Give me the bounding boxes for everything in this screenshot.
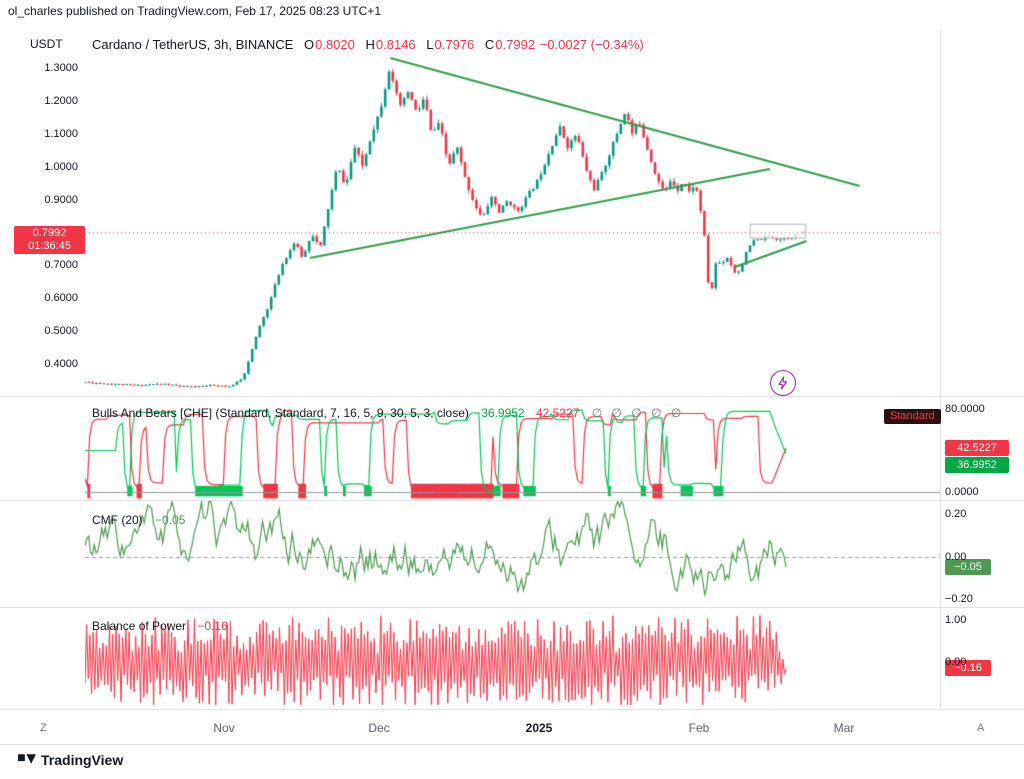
cmf-legend: CMF (20) −0.05 — [92, 513, 185, 527]
axis-tick-label: 1.1000 — [44, 127, 78, 140]
panel-divider — [0, 744, 1024, 745]
standard-mode-badge: Standard — [884, 409, 941, 424]
bar-countdown: 01:36:45 — [28, 239, 71, 252]
panel-divider — [0, 396, 1024, 397]
tradingview-brand-text[interactable]: TradingView — [41, 752, 124, 768]
axis-tick-label: 1.0000 — [44, 160, 78, 173]
axis-tick-label: 1.3000 — [44, 61, 78, 74]
bulls-bears-title[interactable]: Bulls And Bears [CHE] (Standard, Standar… — [92, 406, 469, 420]
axis-tick-label: 0.7000 — [44, 259, 78, 272]
time-axis-label: Mar — [833, 721, 855, 735]
time-axis-left-letter: Z — [40, 722, 47, 734]
price-chart-canvas[interactable] — [85, 30, 940, 397]
axis-tick-label: 0.00 — [945, 550, 967, 563]
bulls-bears-legend: Bulls And Bears [CHE] (Standard, Standar… — [92, 406, 684, 420]
axis-tick-label: 80.0000 — [945, 402, 985, 415]
balance-of-power-canvas[interactable] — [85, 608, 940, 709]
time-axis-label: Dec — [368, 721, 390, 735]
lightning-bolt-button[interactable] — [770, 370, 796, 396]
axis-tick-label: 0.5000 — [44, 325, 78, 338]
bears-axis-badge: 42.5227 — [945, 439, 1009, 456]
quote-currency-label: USDT — [30, 37, 63, 51]
bulls-axis-badge: 36.9952 — [945, 456, 1009, 473]
axis-tick-label: −0.20 — [945, 593, 973, 606]
publish-info-line: ol_charles published on TradingView.com,… — [8, 4, 382, 18]
cmf-value: −0.05 — [155, 513, 186, 527]
cmf-axis-badge: −0.05 — [945, 559, 991, 576]
time-axis-label: 2025 — [525, 721, 553, 735]
tradingview-logo[interactable] — [18, 751, 37, 766]
bulls-bears-canvas[interactable] — [85, 397, 940, 500]
axis-tick-label: 0.9000 — [44, 193, 78, 206]
current-price-badge: 0.7992 01:36:45 — [14, 225, 85, 254]
axis-tick-label: 0.0000 — [945, 486, 979, 499]
bears-value: 42.5227 — [535, 406, 580, 420]
time-axis-right-letter: A — [977, 722, 985, 734]
price-scale-divider — [940, 30, 941, 709]
empty-param-values: ∅ ∅ ∅ ∅ ∅ — [591, 406, 685, 420]
current-price-value: 0.7992 — [32, 226, 67, 239]
axis-tick-label: 0.6000 — [44, 292, 78, 305]
cmf-canvas[interactable] — [85, 501, 940, 607]
panel-divider — [0, 709, 1024, 710]
cmf-title[interactable]: CMF (20) — [92, 513, 143, 527]
bulls-value: 36.9952 — [481, 406, 525, 420]
panel-divider — [0, 500, 1024, 501]
time-axis-label: Nov — [213, 721, 235, 735]
bop-axis-badge: −0.16 — [945, 660, 991, 677]
lightning-bolt-icon — [778, 376, 787, 390]
panel-divider — [0, 607, 1024, 608]
axis-tick-label: 0.00 — [945, 655, 967, 668]
axis-tick-label: 1.00 — [945, 614, 967, 627]
time-axis-label: Feb — [688, 721, 710, 735]
bop-title[interactable]: Balance of Power — [92, 619, 187, 633]
bop-legend: Balance of Power −0.16 — [92, 619, 228, 633]
axis-tick-label: 1.2000 — [44, 94, 78, 107]
axis-tick-label: 0.4000 — [44, 358, 78, 371]
bop-value: −0.16 — [197, 619, 228, 633]
axis-tick-label: 0.20 — [945, 508, 967, 521]
